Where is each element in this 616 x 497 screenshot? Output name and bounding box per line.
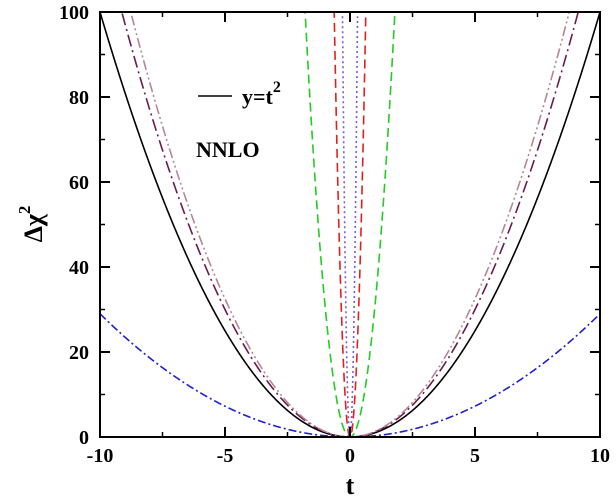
y-tick-label: 60 — [69, 172, 89, 194]
series-curve-5 — [304, 12, 396, 437]
series-curve-1 — [100, 12, 600, 437]
plot-frame — [99, 11, 601, 438]
y-axis-title: Δχ2 — [15, 206, 48, 243]
nnlo-annotation: NNLO — [196, 137, 260, 162]
x-tick-label: 10 — [590, 445, 610, 467]
series-layer — [100, 12, 600, 437]
series-curve-2 — [120, 12, 580, 437]
y-axis-title-base: Δχ — [19, 213, 48, 242]
legend: y=t2 — [198, 79, 281, 109]
legend-label: y=t — [242, 84, 274, 109]
series-curve-3 — [129, 12, 571, 437]
svg-text:y=t2: y=t2 — [242, 79, 281, 109]
x-axis-title: t — [346, 471, 355, 497]
series-curve-4 — [100, 313, 600, 437]
y-axis-title-sup: 2 — [15, 206, 34, 215]
series-curve-7 — [341, 16, 359, 437]
legend-label-sup: 2 — [273, 79, 281, 96]
x-tick-label: 0 — [345, 445, 355, 467]
y-tick-label: 0 — [79, 427, 89, 449]
y-tick-label: 20 — [69, 342, 89, 364]
svg-text:Δχ2: Δχ2 — [15, 206, 48, 243]
series-curve-6 — [333, 12, 367, 437]
x-tick-label: -10 — [87, 445, 114, 467]
y-tick-label: 100 — [59, 2, 89, 24]
x-tick-label: -5 — [217, 445, 234, 467]
x-tick-label: 5 — [470, 445, 480, 467]
y-tick-label: 40 — [69, 257, 89, 279]
y-tick-label: 80 — [69, 87, 89, 109]
